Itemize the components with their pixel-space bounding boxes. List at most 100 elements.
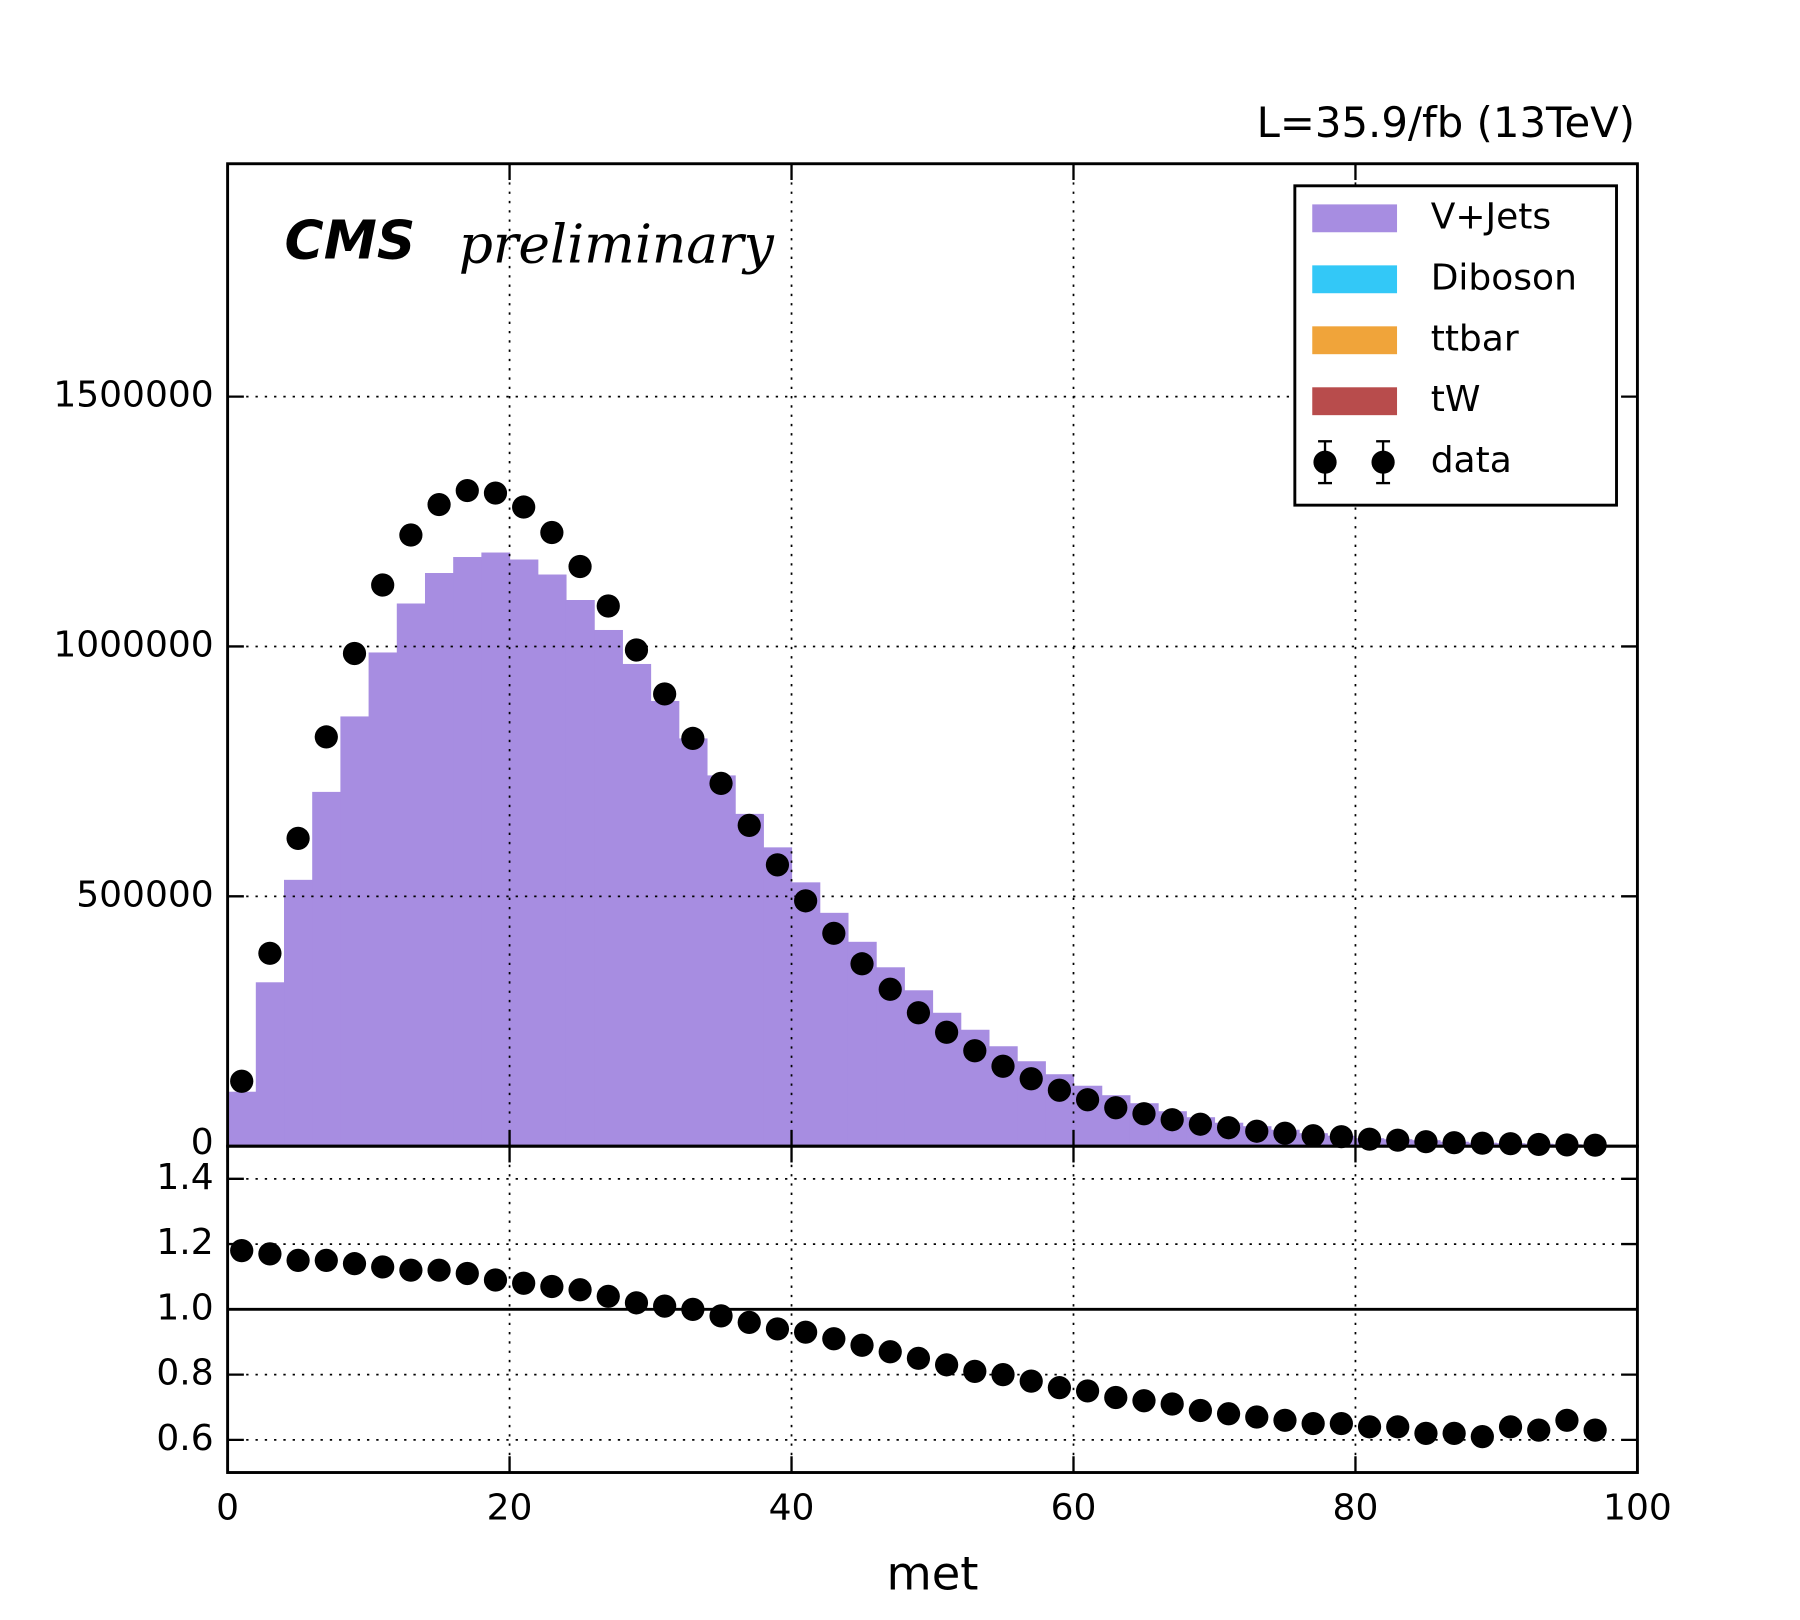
data-point xyxy=(822,1327,846,1351)
legend-swatch xyxy=(1312,387,1398,416)
data-point xyxy=(540,1274,564,1299)
data-point xyxy=(1470,1425,1494,1449)
data-point xyxy=(1104,1096,1128,1120)
histogram-bar xyxy=(706,775,736,1147)
data-point xyxy=(568,1278,592,1302)
data-point xyxy=(794,1320,818,1344)
data-point xyxy=(822,921,846,945)
data-point xyxy=(963,1039,987,1063)
x-tick-label: 0 xyxy=(216,1488,239,1529)
data-point xyxy=(1188,1112,1212,1136)
data-point xyxy=(1498,1415,1523,1439)
histogram-bar xyxy=(678,738,708,1147)
data-point xyxy=(681,726,705,751)
data-point xyxy=(1216,1116,1241,1140)
histogram-bar xyxy=(819,912,849,1147)
histogram-bar xyxy=(565,599,595,1147)
data-point xyxy=(878,977,902,1001)
histogram-bar xyxy=(424,573,454,1147)
data-point xyxy=(794,889,818,913)
data-point xyxy=(455,1261,479,1286)
data-point xyxy=(681,1297,705,1321)
data-point xyxy=(963,1359,987,1383)
x-tick-label: 80 xyxy=(1333,1488,1379,1529)
data-point xyxy=(314,1248,338,1273)
data-point xyxy=(1132,1389,1156,1413)
data-point xyxy=(1075,1379,1100,1403)
data-point xyxy=(483,481,508,505)
histogram-bar xyxy=(763,847,793,1147)
legend-swatch xyxy=(1312,326,1398,355)
data-point xyxy=(935,1020,959,1044)
data-point xyxy=(230,1239,254,1263)
plot-frame xyxy=(226,1144,1639,1474)
data-point xyxy=(1273,1121,1297,1145)
data-point xyxy=(371,573,395,597)
data-point xyxy=(1386,1415,1410,1439)
histogram-bar xyxy=(453,557,482,1147)
histogram-bar xyxy=(509,559,539,1147)
legend-label: ttbar xyxy=(1431,318,1519,359)
y-tick-label: 1500000 xyxy=(53,375,213,416)
data-point xyxy=(1414,1130,1438,1154)
data-point xyxy=(1527,1132,1551,1157)
data-point xyxy=(653,682,677,706)
data-point xyxy=(709,1304,733,1328)
legend-label: data xyxy=(1431,440,1512,481)
histogram-bar xyxy=(227,1091,257,1147)
data-point xyxy=(1216,1402,1241,1426)
data-point xyxy=(427,1258,451,1282)
data-point xyxy=(1273,1408,1297,1432)
data-point xyxy=(1301,1124,1325,1148)
data-point xyxy=(653,1294,677,1318)
data-point xyxy=(1527,1418,1551,1442)
data-point xyxy=(596,1284,620,1308)
data-point xyxy=(314,725,338,749)
histogram-bar xyxy=(537,574,567,1147)
x-tick-label: 60 xyxy=(1051,1488,1097,1529)
x-tick-label: 100 xyxy=(1603,1488,1672,1529)
data-point xyxy=(1414,1421,1438,1445)
data-point xyxy=(935,1353,959,1377)
legend-label: V+Jets xyxy=(1431,196,1551,237)
y-tick-label: 0.6 xyxy=(156,1418,213,1459)
data-point xyxy=(624,1291,649,1315)
legend-label: tW xyxy=(1431,379,1481,420)
data-point xyxy=(258,1242,282,1266)
legend-label: Diboson xyxy=(1431,257,1577,298)
histogram-bar xyxy=(622,663,652,1147)
histogram-bar xyxy=(284,879,313,1147)
data-point xyxy=(399,1258,423,1282)
data-point xyxy=(427,492,451,517)
data-point xyxy=(850,1333,874,1357)
data-point xyxy=(1329,1411,1353,1436)
histogram-bar xyxy=(396,603,426,1147)
lumi-label: L=35.9/fb (13TeV) xyxy=(1257,98,1636,147)
legend-swatch xyxy=(1312,204,1398,233)
data-point xyxy=(342,1252,367,1276)
data-point xyxy=(512,1271,536,1295)
histogram-bar xyxy=(735,813,764,1147)
data-point xyxy=(1019,1067,1043,1091)
histogram-bar xyxy=(255,982,285,1147)
data-point xyxy=(1442,1131,1466,1155)
data-point xyxy=(1245,1405,1269,1429)
data-point xyxy=(1160,1108,1184,1132)
data-point xyxy=(258,941,282,965)
data-point xyxy=(568,554,592,579)
data-point xyxy=(624,638,649,662)
data-point xyxy=(1160,1392,1184,1416)
data-point xyxy=(342,641,367,666)
data-point xyxy=(1583,1418,1607,1442)
preliminary-label: preliminary xyxy=(459,213,775,276)
data-point xyxy=(596,594,620,618)
x-tick-label: 40 xyxy=(769,1488,815,1529)
histogram-bar xyxy=(650,700,680,1147)
y-tick-label: 1.0 xyxy=(156,1287,213,1328)
histogram-bar xyxy=(368,652,398,1147)
data-point xyxy=(540,520,564,545)
data-point xyxy=(1047,1376,1072,1400)
data-point xyxy=(399,523,423,547)
data-point xyxy=(1075,1088,1100,1112)
